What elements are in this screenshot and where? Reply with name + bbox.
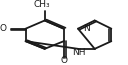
Text: NH: NH	[72, 48, 86, 57]
Text: N: N	[83, 24, 89, 33]
Text: O: O	[0, 24, 7, 33]
Text: CH₃: CH₃	[34, 0, 51, 9]
Text: O: O	[60, 56, 67, 65]
